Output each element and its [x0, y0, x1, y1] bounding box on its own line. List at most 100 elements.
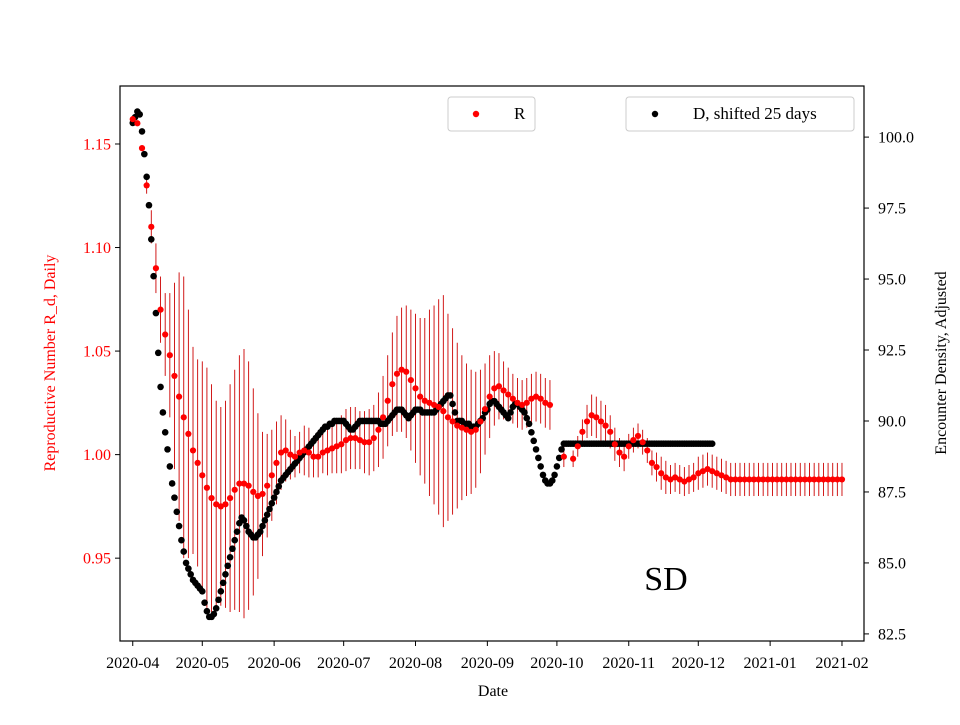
- r-point: [398, 366, 405, 373]
- r-point: [291, 453, 299, 460]
- r-point: [342, 437, 350, 444]
- r-point: [597, 418, 605, 425]
- r-point: [537, 395, 544, 402]
- r-point: [574, 443, 581, 450]
- r-point: [463, 426, 470, 433]
- r-point: [250, 488, 257, 495]
- y-right-tick-label: 100.0: [878, 130, 914, 147]
- d-point: [521, 409, 528, 416]
- r-point: [162, 331, 169, 338]
- r-point: [189, 447, 197, 454]
- r-point: [519, 401, 526, 409]
- r-point: [199, 472, 206, 479]
- d-point: [229, 545, 236, 553]
- d-point: [558, 446, 565, 453]
- d-point: [231, 536, 239, 544]
- r-point: [208, 495, 215, 502]
- r-point: [347, 434, 354, 442]
- d-point: [446, 392, 454, 399]
- legend-d[interactable]: D, shifted 25 days: [625, 96, 855, 132]
- x-axis-label: Date: [478, 683, 508, 700]
- r-point: [704, 466, 711, 473]
- r-point: [713, 470, 720, 477]
- r-point: [787, 476, 795, 483]
- legend-d-marker: [651, 110, 659, 118]
- r-point: [287, 451, 294, 458]
- r-point: [277, 449, 285, 456]
- r-point: [718, 472, 725, 479]
- r-point: [481, 405, 489, 413]
- r-point: [607, 428, 614, 435]
- r-point: [834, 476, 841, 483]
- r-point: [491, 385, 498, 392]
- d-point: [217, 588, 225, 595]
- y-left-tick-label: 1.10: [83, 240, 111, 257]
- d-point: [212, 605, 220, 612]
- r-point: [328, 445, 336, 452]
- r-point: [217, 503, 224, 510]
- y-left-tick-label: 1.00: [83, 447, 111, 464]
- r-point: [296, 449, 303, 456]
- d-point: [150, 272, 157, 280]
- r-point: [685, 476, 693, 483]
- d-point: [141, 150, 148, 158]
- r-point: [384, 397, 391, 404]
- r-point: [672, 474, 679, 481]
- d-point: [138, 128, 146, 135]
- r-point: [426, 399, 433, 406]
- d-point: [523, 414, 531, 422]
- r-point: [746, 476, 753, 483]
- r-point: [658, 470, 665, 477]
- r-point: [226, 495, 234, 502]
- r-point: [644, 447, 651, 454]
- r-point: [449, 418, 456, 425]
- d-point: [143, 173, 150, 181]
- r-point: [301, 447, 308, 454]
- r-point: [593, 414, 600, 421]
- r-point: [203, 484, 211, 491]
- r-point: [681, 478, 688, 485]
- panel-label: SD: [644, 561, 687, 598]
- r-point: [736, 476, 744, 483]
- r-point: [570, 455, 577, 462]
- r-point: [792, 476, 799, 483]
- r-point: [468, 428, 475, 435]
- r-point: [148, 223, 155, 230]
- r-point: [662, 474, 669, 481]
- r-point: [458, 424, 465, 431]
- d-point: [145, 201, 153, 209]
- r-point: [579, 428, 586, 435]
- d-point: [201, 599, 208, 606]
- d-point: [548, 477, 556, 484]
- r-point: [393, 370, 401, 377]
- d-point: [233, 528, 241, 536]
- y-left-tick-label: 1.15: [83, 136, 111, 153]
- r-point: [806, 476, 813, 483]
- d-point: [171, 494, 178, 501]
- r-point: [602, 422, 609, 429]
- r-point: [134, 120, 141, 127]
- d-point: [219, 579, 227, 587]
- legend-r[interactable]: R: [447, 96, 536, 132]
- d-point: [161, 429, 169, 436]
- r-point: [783, 476, 790, 483]
- d-point: [178, 536, 185, 544]
- d-point: [449, 400, 456, 408]
- d-point: [708, 440, 716, 447]
- r-point: [143, 182, 150, 189]
- r-point: [811, 476, 818, 483]
- r-point: [264, 482, 271, 489]
- x-tick-label: 2020-12: [672, 655, 725, 672]
- d-point: [215, 596, 222, 604]
- r-point: [500, 387, 507, 394]
- r-point: [648, 459, 656, 467]
- x-tick-label: 2020-06: [247, 655, 300, 672]
- r-point: [407, 376, 414, 384]
- d-point: [537, 463, 544, 470]
- d-point: [507, 409, 514, 416]
- r-point: [352, 434, 359, 442]
- y-axis-right-label: Encounter Density, Adjusted: [933, 271, 950, 454]
- r-point: [630, 437, 637, 444]
- d-point: [528, 429, 535, 436]
